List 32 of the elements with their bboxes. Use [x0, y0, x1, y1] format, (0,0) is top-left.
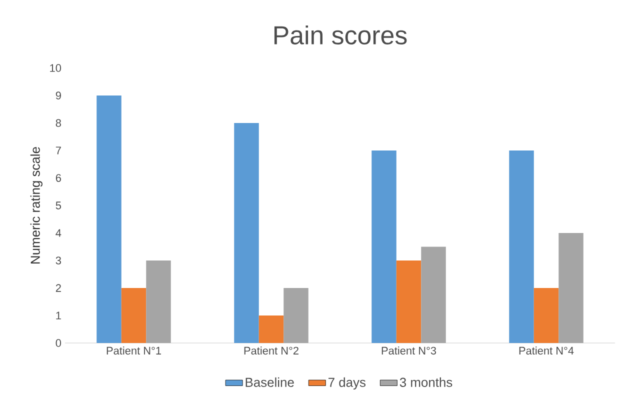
bar — [421, 246, 446, 343]
legend-label: Baseline — [246, 377, 294, 387]
bar — [534, 288, 559, 343]
y-tick-label: 2 — [56, 284, 61, 292]
y-tick-label: 4 — [56, 229, 62, 237]
y-tick-label: 0 — [56, 339, 62, 347]
y-tick-label: 3 — [56, 256, 61, 264]
bar — [372, 150, 396, 343]
bar — [558, 233, 584, 343]
y-tick-label: 10 — [50, 64, 62, 72]
x-tick-label: Patient N°4 — [519, 346, 574, 355]
y-tick-label: 6 — [56, 174, 61, 182]
bar — [258, 316, 284, 343]
x-tick-label: Patient N°1 — [106, 346, 161, 355]
bar — [121, 288, 146, 343]
bar — [396, 260, 422, 343]
bar — [509, 150, 534, 343]
y-tick-label: 5 — [56, 202, 62, 210]
x-tick-label: Patient N°3 — [382, 346, 436, 355]
legend-label: 7 days — [328, 377, 366, 390]
y-axis-title: Numeric rating scale — [30, 147, 42, 264]
bar — [284, 288, 308, 343]
y-tick-label: 1 — [56, 312, 61, 320]
bar — [96, 95, 122, 343]
y-tick-label: 7 — [56, 146, 61, 154]
x-tick-label: Patient N°2 — [244, 346, 298, 355]
legend-label: 3 months — [400, 377, 452, 387]
bar — [234, 123, 259, 343]
y-tick-label: 8 — [56, 119, 61, 127]
y-tick-label: 9 — [56, 92, 61, 100]
chart-title: Pain scores — [274, 25, 407, 44]
bar — [146, 260, 171, 343]
